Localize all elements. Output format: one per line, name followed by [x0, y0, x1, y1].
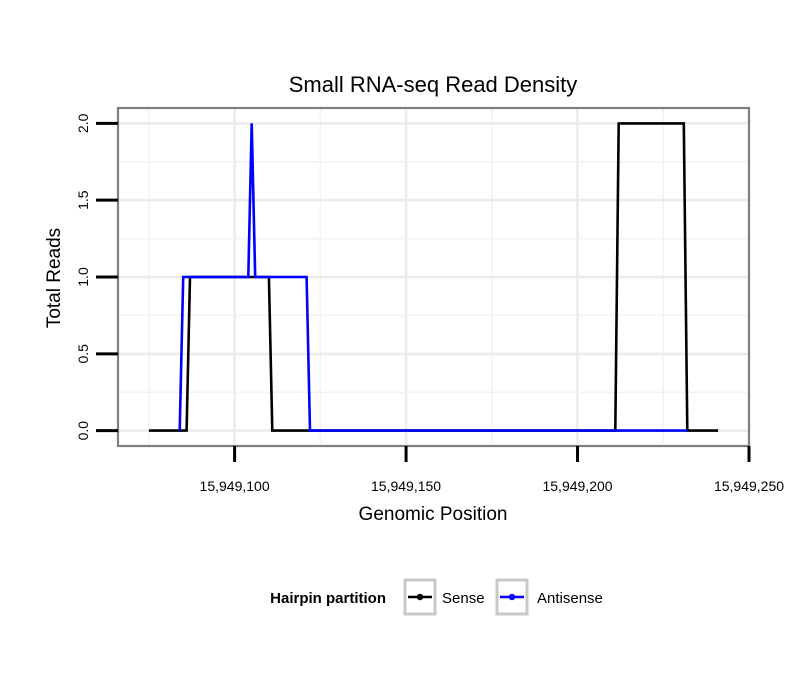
y-tick-label: 0.0 — [75, 421, 91, 441]
legend-key-point-antisense — [508, 593, 516, 601]
x-tick-label: 15,949,100 — [200, 478, 270, 494]
y-tick-label: 1.0 — [75, 267, 91, 287]
axes: 15,949,100 15,949,150 15,949,200 15,949,250… — [75, 106, 784, 494]
x-tick-label: 15,949,200 — [542, 478, 612, 494]
legend-label-sense: Sense — [442, 590, 485, 607]
grid-lines — [118, 108, 749, 446]
y-tick-label: 2.0 — [75, 113, 91, 133]
legend-key-point-sense — [416, 593, 424, 601]
x-tick-label: 15,949,150 — [371, 478, 441, 494]
x-tick-label: 15,949,250 — [714, 478, 784, 494]
legend-label-antisense: Antisense — [537, 590, 603, 607]
y-tick-label: 0.5 — [75, 344, 91, 364]
legend: Hairpin partition Sense Antisense — [270, 578, 603, 616]
legend-title: Hairpin partition — [270, 590, 386, 607]
y-axis-title: Total Reads — [44, 228, 65, 328]
x-axis-title: Genomic Position — [359, 504, 508, 525]
series-lines — [148, 122, 719, 432]
chart-title: Small RNA-seq Read Density — [289, 72, 578, 97]
series-line-antisense — [178, 123, 688, 432]
y-tick-label: 1.5 — [75, 190, 91, 210]
